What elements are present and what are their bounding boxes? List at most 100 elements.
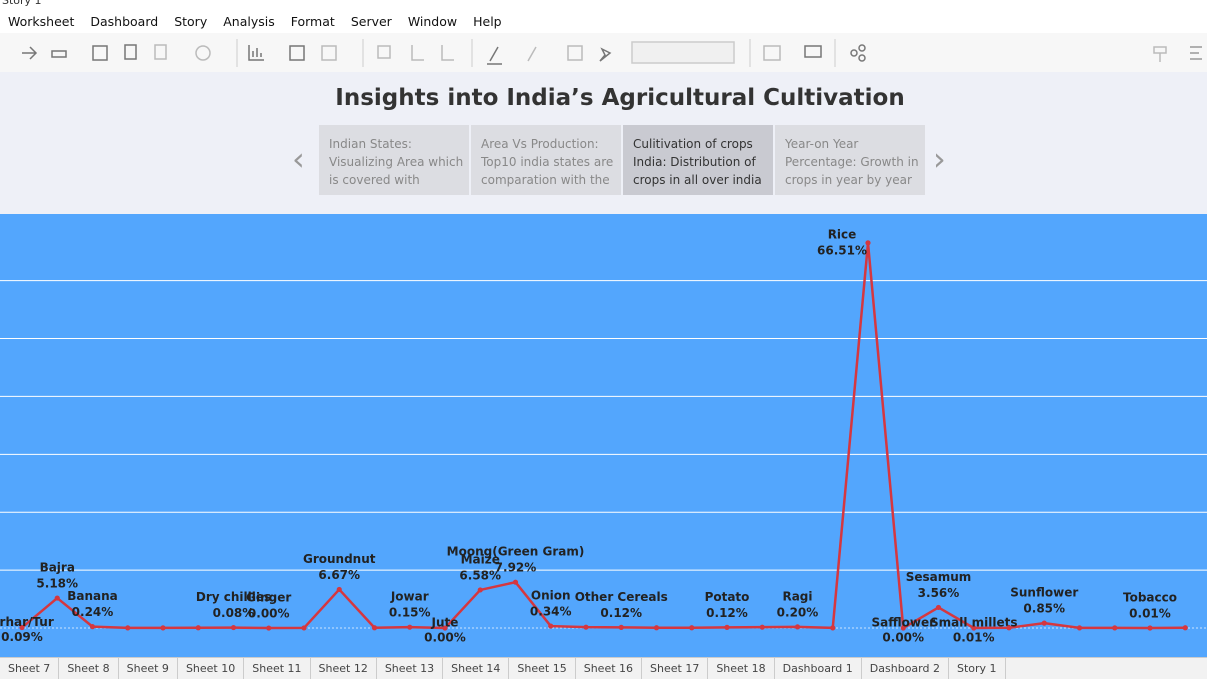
- category-label: Other Cereals: [575, 590, 668, 604]
- story-point[interactable]: Year-on Year Percentage: Growth in crops i…: [775, 125, 925, 195]
- point: [371, 625, 378, 631]
- sheet-tab[interactable]: Sheet 15: [509, 658, 576, 679]
- story-point-line: Indian States:: [329, 137, 412, 151]
- point: [195, 625, 201, 631]
- value-label: 6.58%: [459, 568, 501, 582]
- story-point-line: crops in all over india: [633, 173, 762, 187]
- value-label: 3.56%: [918, 586, 960, 600]
- category-label: Jowar: [390, 590, 429, 604]
- value-label: 0.08%: [213, 606, 255, 620]
- menu-item[interactable]: Analysis: [223, 14, 275, 29]
- value-label: 0.24%: [72, 605, 114, 619]
- menu-item[interactable]: Window: [407, 14, 458, 29]
- story-point-line: Visualizing Area which: [329, 155, 464, 169]
- plot-background: [0, 214, 1207, 657]
- value-label: 5.18%: [36, 577, 78, 591]
- point: [54, 595, 60, 601]
- value-label: 7.92%: [495, 561, 537, 575]
- menu-item[interactable]: Server: [350, 14, 392, 29]
- menu-item[interactable]: Story: [174, 14, 208, 29]
- point: [477, 587, 483, 593]
- sheet-tab[interactable]: Sheet 8: [59, 658, 119, 679]
- next-arrow[interactable]: ›: [933, 140, 946, 178]
- point: [1147, 625, 1153, 631]
- point: [89, 624, 96, 630]
- menu-item[interactable]: Worksheet: [8, 14, 75, 29]
- point: [583, 624, 589, 630]
- point: [653, 625, 660, 631]
- category-label: Ginger: [246, 591, 291, 605]
- sheet-tabs: Sheet 7 Sheet 8 Sheet 9 Sheet 10 Sheet 11 She…: [0, 657, 1207, 679]
- category-label: Small millets: [930, 615, 1018, 629]
- category-label: Ragi: [782, 589, 812, 603]
- category-label: Potato: [705, 590, 750, 604]
- story-title: Insights into India’s Agricultural Culti…: [335, 85, 905, 111]
- category-label: Tobacco: [1123, 590, 1177, 604]
- sheet-tab[interactable]: Sheet 14: [443, 658, 510, 679]
- category-label: Banana: [67, 589, 118, 603]
- story-point[interactable]: Culitivation of crops India: Distribution…: [623, 125, 773, 195]
- menu-bar: Worksheet Dashboard Story Analysis Format Ser…: [0, 12, 510, 32]
- sheet-tab[interactable]: Sheet 17: [642, 658, 709, 679]
- menu-item[interactable]: Dashboard: [90, 14, 159, 29]
- value-label: 0.00%: [248, 607, 290, 621]
- window-title: Story 1: [2, 0, 42, 7]
- category-label: Jute: [431, 616, 459, 630]
- story-header: Insights into India’s Agricultural Culti…: [0, 72, 1207, 214]
- story-point-line: Year-on Year: [785, 137, 859, 151]
- sheet-tab[interactable]: Sheet 11: [244, 658, 311, 679]
- point: [1076, 625, 1083, 631]
- point: [442, 625, 448, 631]
- point: [1006, 625, 1012, 631]
- sheet-tab[interactable]: Sheet 10: [178, 658, 245, 679]
- story-point-line: Area Vs Production:: [481, 137, 599, 151]
- value-label: 0.01%: [953, 630, 995, 644]
- point: [1112, 625, 1118, 631]
- point: [548, 623, 554, 629]
- prev-arrow[interactable]: ‹: [292, 140, 305, 178]
- point: [407, 624, 413, 630]
- sheet-tab[interactable]: Sheet 12: [311, 658, 377, 679]
- point: [125, 625, 131, 631]
- sheet-tab[interactable]: Sheet 18: [708, 658, 775, 679]
- point: [971, 625, 977, 631]
- story-point[interactable]: Area Vs Production: Top10 india states ar…: [471, 125, 621, 195]
- point: [512, 579, 519, 585]
- toolbar: [0, 33, 1207, 73]
- value-label: 0.20%: [777, 605, 819, 619]
- sheet-tab[interactable]: Sheet 9: [119, 658, 178, 679]
- category-label: Bajra: [40, 561, 75, 575]
- sheet-tab[interactable]: Story 1: [949, 658, 1006, 679]
- value-label: 0.12%: [600, 606, 642, 620]
- story-point-line: Percentage: Growth in: [785, 155, 919, 169]
- menu-item[interactable]: Format: [290, 14, 335, 29]
- value-label: 0.00%: [882, 631, 924, 645]
- story-point-line: Top10 india states are: [481, 155, 614, 169]
- value-label: 0.85%: [1023, 602, 1065, 616]
- category-label: Rice: [828, 227, 857, 241]
- story-point-line: comparation with the: [481, 173, 610, 187]
- sheet-tab[interactable]: Sheet 16: [576, 658, 643, 679]
- sheet-tab[interactable]: Dashboard 1: [775, 658, 862, 679]
- category-label: Sunflower: [1010, 586, 1078, 600]
- sheet-tab[interactable]: Sheet 13: [377, 658, 444, 679]
- point: [160, 625, 166, 631]
- point: [336, 586, 342, 593]
- point: [1182, 625, 1188, 631]
- value-label: 6.67%: [318, 568, 360, 582]
- story-point-line: Culitivation of crops: [633, 137, 753, 151]
- story-point-line: India: Distribution of: [633, 155, 756, 169]
- menu-item[interactable]: Help: [473, 14, 502, 29]
- value-label: 0.34%: [530, 605, 572, 619]
- story-point[interactable]: Indian States: Visualizing Area which is c…: [319, 125, 469, 195]
- point: [19, 624, 25, 631]
- value-label: 66.51%: [817, 243, 867, 257]
- sheet-tab[interactable]: Sheet 7: [0, 658, 60, 679]
- story-point-line: is covered with: [329, 173, 420, 187]
- point: [900, 625, 906, 631]
- category-label: Onion: [531, 589, 571, 603]
- story-points: Indian States: Visualizing Area which is c…: [319, 125, 925, 195]
- sheet-tab[interactable]: Dashboard 2: [862, 658, 949, 679]
